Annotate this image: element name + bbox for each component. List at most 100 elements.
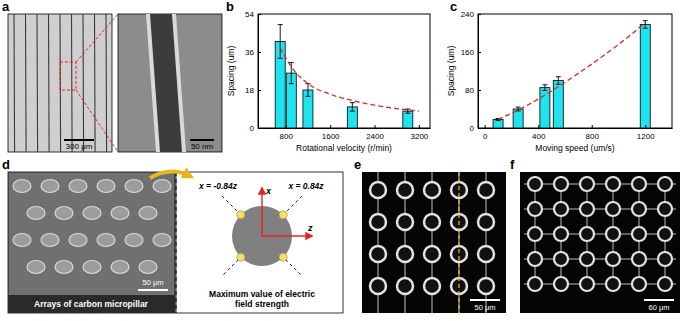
pillar-ring <box>478 214 494 230</box>
axis-line <box>259 128 431 129</box>
panel-letter: e <box>354 157 361 172</box>
tick-label: 2400 <box>366 132 384 141</box>
bar <box>640 24 650 128</box>
caption: Arrays of carbon micropillar <box>34 299 149 309</box>
pillar-ring <box>554 277 568 291</box>
chart-1: 04008001200080160240Moving speed (um/s)S… <box>446 10 673 153</box>
tick-mark <box>375 125 376 128</box>
error-bar <box>350 103 355 111</box>
nanowire <box>150 14 182 152</box>
guide-line <box>458 172 459 313</box>
grating-line <box>105 14 107 152</box>
zoom-line <box>76 14 118 62</box>
micropillar <box>41 180 59 193</box>
tick-label: 3200 <box>411 132 429 141</box>
tick: 1200 <box>637 125 655 141</box>
micropillar <box>125 234 143 247</box>
axis-arrow <box>261 188 262 236</box>
wire <box>524 259 676 260</box>
error-stem <box>307 84 308 97</box>
tick-label: 160 <box>461 48 475 57</box>
pillar-ring <box>580 202 594 216</box>
error-bar <box>289 63 294 84</box>
micropillar <box>125 180 143 193</box>
wire <box>458 172 459 313</box>
sem-background <box>8 172 175 313</box>
axis-title: Spacing (um) <box>446 46 456 97</box>
error-stem <box>544 85 545 91</box>
tick: 400 <box>532 125 546 141</box>
error-cap <box>289 62 294 63</box>
panel-letter: f <box>510 157 515 172</box>
error-cap <box>278 24 283 25</box>
error-stem <box>558 77 559 85</box>
micropillar <box>139 207 157 220</box>
chart-0: 8001600240032000183654Rotational velocit… <box>226 10 431 153</box>
scale-bar <box>64 139 94 141</box>
diagram-frame <box>176 172 343 313</box>
error-stem <box>280 25 281 59</box>
pillar-ring <box>370 182 386 198</box>
error-stem <box>352 103 353 111</box>
field-maximum <box>279 253 287 261</box>
panel-e: 50 μm <box>362 172 506 313</box>
axis-name: z <box>307 223 313 233</box>
micropillar <box>27 261 45 274</box>
pillar-ring <box>580 177 594 191</box>
pillar-ring <box>580 227 594 241</box>
axis-line <box>258 15 259 129</box>
transition-arrow <box>150 171 190 178</box>
grating-line <box>94 14 96 152</box>
pillar-ring <box>658 277 672 291</box>
error-cap <box>542 90 547 91</box>
tick-label: 400 <box>532 132 546 141</box>
zoom-box <box>60 62 76 90</box>
figure: abcdef300 μm50 nm8001600240032000183654R… <box>0 0 685 321</box>
micropillar <box>27 207 45 220</box>
tick: 36 <box>245 48 261 57</box>
pillar-ring <box>397 278 413 294</box>
pillar-ring <box>606 202 620 216</box>
inset-background <box>118 14 222 152</box>
pillar-ring <box>528 227 542 241</box>
tick-label: 54 <box>245 10 254 19</box>
pillar-ring <box>370 214 386 230</box>
error-cap <box>643 20 648 21</box>
pillar-ring <box>370 246 386 262</box>
panel-letter: c <box>450 0 457 14</box>
tick: 2400 <box>366 125 384 141</box>
scale-bar <box>470 299 500 301</box>
scale-bar-label: 50 nm <box>191 142 214 151</box>
tick-label: 36 <box>245 48 254 57</box>
error-bar <box>556 77 561 85</box>
micropillar <box>83 261 101 274</box>
tick-mark <box>258 90 261 91</box>
pillar-ring <box>528 277 542 291</box>
panel-letter: b <box>226 0 234 14</box>
error-cap <box>405 113 410 114</box>
error-cap <box>542 84 547 85</box>
micropillar <box>111 261 129 274</box>
bar <box>403 111 413 128</box>
tick-mark <box>478 90 481 91</box>
scale-bar <box>138 289 168 291</box>
pillar-ring <box>632 252 646 266</box>
error-bar <box>643 21 648 29</box>
pillar-ring <box>606 277 620 291</box>
fit-line <box>498 23 645 120</box>
micropillar <box>153 180 171 193</box>
axis-line <box>479 128 673 129</box>
pillar-ring <box>606 252 620 266</box>
pillar-ring <box>424 214 440 230</box>
pillar-ring <box>424 278 440 294</box>
error-stem <box>518 107 519 111</box>
tick: 800 <box>586 125 600 141</box>
pillar-ring <box>528 252 542 266</box>
tick: 240 <box>461 10 481 19</box>
tick-label: 800 <box>586 132 600 141</box>
tick-label: 800 <box>280 132 294 141</box>
pillar-ring <box>606 177 620 191</box>
wire <box>524 284 676 285</box>
error-cap <box>305 96 310 97</box>
pillar-ring <box>528 177 542 191</box>
